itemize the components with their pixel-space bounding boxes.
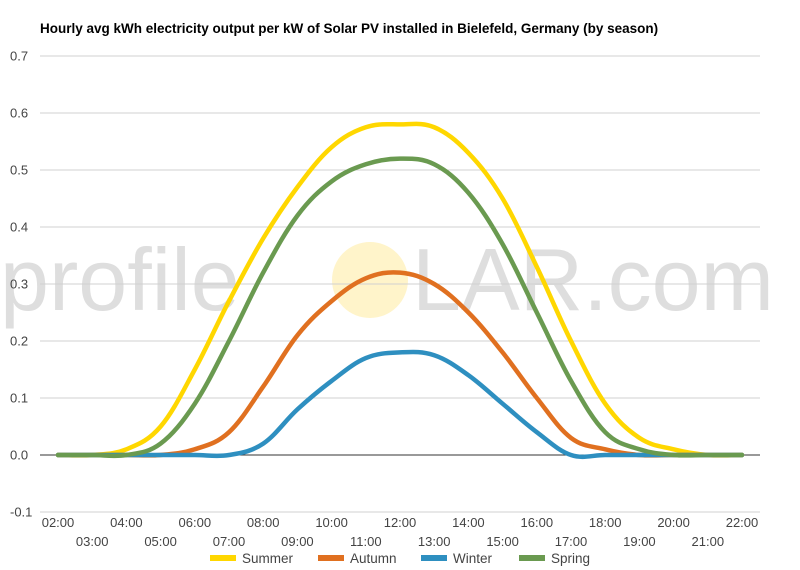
legend-swatch-autumn xyxy=(318,555,344,561)
y-tick-label: 0.4 xyxy=(10,220,28,235)
x-tick-label: 14:00 xyxy=(452,515,485,530)
x-tick-label: 21:00 xyxy=(692,534,725,549)
x-tick-label: 18:00 xyxy=(589,515,622,530)
y-tick-label: 0.2 xyxy=(10,334,28,349)
series-line-winter xyxy=(55,349,745,460)
legend-swatch-summer xyxy=(210,555,236,561)
y-tick-label: -0.1 xyxy=(10,505,32,520)
series-lines xyxy=(55,121,745,460)
y-tick-label: 0.6 xyxy=(10,106,28,121)
legend-label-winter: Winter xyxy=(453,551,493,566)
x-tick-label: 09:00 xyxy=(281,534,314,549)
series-line-spring xyxy=(55,156,745,459)
chart-title: Hourly avg kWh electricity output per kW… xyxy=(40,21,658,36)
x-tick-label: 05:00 xyxy=(144,534,177,549)
watermark-sun xyxy=(332,242,408,318)
x-tick-label: 08:00 xyxy=(247,515,280,530)
legend-label-spring: Spring xyxy=(551,551,590,566)
watermark: profile LAR.com xyxy=(0,230,774,329)
x-tick-label: 06:00 xyxy=(179,515,212,530)
watermark-text-right: LAR.com xyxy=(412,230,774,329)
x-tick-label: 15:00 xyxy=(486,534,519,549)
x-tick-label: 11:00 xyxy=(350,534,382,549)
x-tick-label: 04:00 xyxy=(110,515,143,530)
x-tick-label: 10:00 xyxy=(315,515,348,530)
x-tick-label: 12:00 xyxy=(384,515,417,530)
legend-swatch-spring xyxy=(519,555,545,561)
x-tick-label: 07:00 xyxy=(213,534,246,549)
y-tick-label: 0.3 xyxy=(10,277,28,292)
x-tick-label: 17:00 xyxy=(555,534,588,549)
legend-label-autumn: Autumn xyxy=(350,551,397,566)
x-tick-label: 03:00 xyxy=(76,534,109,549)
y-tick-label: 0.1 xyxy=(10,391,28,406)
series-line-summer xyxy=(55,121,745,458)
x-tick-label: 20:00 xyxy=(657,515,690,530)
x-tick-label: 16:00 xyxy=(521,515,554,530)
x-axis-ticks: 02:0003:0004:0005:0006:0007:0008:0009:00… xyxy=(42,515,759,549)
legend-label-summer: Summer xyxy=(242,551,294,566)
x-tick-label: 19:00 xyxy=(623,534,656,549)
x-tick-label: 13:00 xyxy=(418,534,451,549)
y-axis-ticks: -0.1 0.0 0.1 0.2 0.3 0.4 0.5 0.6 0.7 xyxy=(10,49,32,520)
watermark-text-left: profile xyxy=(0,230,240,329)
x-tick-label: 02:00 xyxy=(42,515,75,530)
y-tick-label: 0.7 xyxy=(10,49,28,64)
y-tick-label: 0.5 xyxy=(10,163,28,178)
legend: Summer Autumn Winter Spring xyxy=(210,551,590,566)
y-tick-label: 0.0 xyxy=(10,448,28,463)
x-tick-label: 22:00 xyxy=(726,515,759,530)
legend-swatch-winter xyxy=(421,555,447,561)
